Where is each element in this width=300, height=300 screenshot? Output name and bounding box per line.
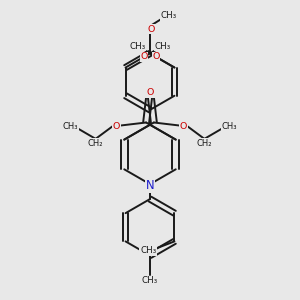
Text: CH₂: CH₂ — [88, 139, 103, 148]
Text: O: O — [180, 122, 187, 130]
Text: CH₂: CH₂ — [196, 139, 212, 148]
Text: CH₃: CH₃ — [63, 122, 78, 131]
Text: N: N — [146, 179, 154, 192]
Text: O: O — [148, 25, 155, 34]
Text: O: O — [147, 88, 154, 97]
Text: O: O — [140, 52, 148, 61]
Text: O: O — [152, 52, 160, 61]
Text: O: O — [146, 88, 153, 97]
Text: CH₃: CH₃ — [222, 122, 237, 131]
Text: O: O — [113, 122, 120, 130]
Text: CH₃: CH₃ — [142, 276, 158, 285]
Text: CH₃: CH₃ — [140, 246, 156, 255]
Text: CH₃: CH₃ — [154, 42, 171, 51]
Text: CH₃: CH₃ — [160, 11, 177, 20]
Text: CH₃: CH₃ — [129, 42, 146, 51]
